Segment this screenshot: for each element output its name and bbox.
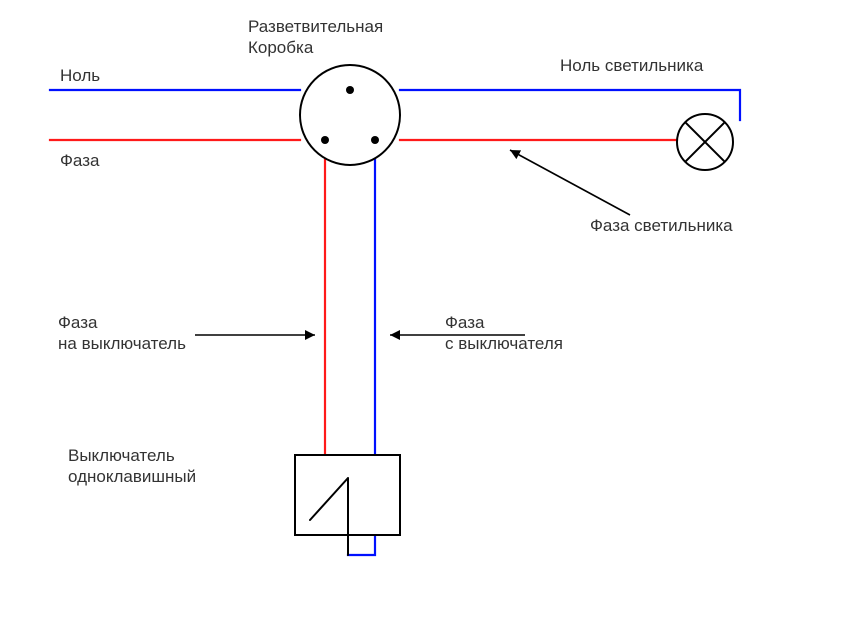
label-phase_lamp: Фаза светильника: [590, 215, 733, 236]
label-phase_to_switch: Фазана выключатель: [58, 312, 186, 355]
junction-dot: [321, 136, 329, 144]
label-junction_box: РазветвительнаяКоробка: [248, 16, 383, 59]
label-phase_in: Фаза: [60, 150, 99, 171]
label-neutral_lamp: Ноль светильника: [560, 55, 703, 76]
wire: [400, 90, 740, 120]
junction-box: [300, 65, 400, 165]
label-neutral_in: Ноль: [60, 65, 100, 86]
junction-dot: [371, 136, 379, 144]
label-switch: Выключательодноклавишный: [68, 445, 196, 488]
junction-dot: [346, 86, 354, 94]
callout-arrow: [510, 150, 630, 215]
label-phase_from_switch: Фазас выключателя: [445, 312, 563, 355]
